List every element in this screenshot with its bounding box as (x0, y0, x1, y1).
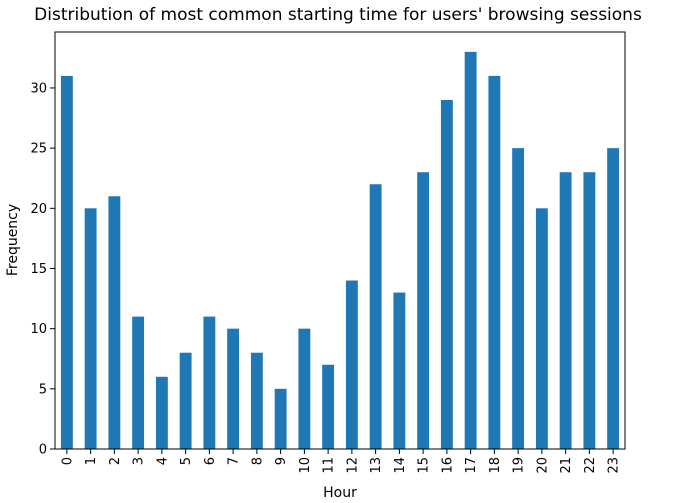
x-tick-label: 0 (60, 457, 75, 465)
chart-title: Distribution of most common starting tim… (34, 5, 642, 25)
y-tick-label: 10 (30, 322, 47, 337)
bar (393, 292, 406, 449)
x-tick-label: 23 (607, 457, 622, 474)
y-tick-label: 0 (39, 443, 47, 458)
x-ticks (66, 449, 614, 454)
bar (132, 316, 145, 449)
bar (607, 148, 620, 449)
bar (440, 99, 453, 450)
x-tick-label: 11 (322, 457, 337, 474)
x-tick-label: 21 (559, 457, 574, 474)
bar (179, 352, 192, 449)
y-tick-label: 20 (30, 202, 47, 217)
x-tick-label: 18 (488, 457, 503, 474)
bar (274, 388, 287, 449)
x-tick-label: 13 (369, 457, 384, 474)
x-tick-label: 4 (155, 457, 170, 465)
bar (512, 148, 525, 449)
x-tick-label: 8 (250, 457, 265, 465)
y-tick-label: 15 (30, 262, 47, 277)
bars (60, 51, 620, 450)
y-tick-labels: 0 5 10 15 20 25 30 (30, 81, 47, 457)
bar (203, 316, 216, 449)
bar (298, 328, 311, 449)
x-tick-label: 9 (274, 457, 289, 465)
x-tick-label: 16 (440, 457, 455, 474)
y-axis-title: Frequency (5, 204, 21, 276)
x-tick-label: 20 (535, 457, 550, 474)
bar (155, 376, 168, 449)
bar (559, 172, 572, 449)
x-tick-label: 15 (417, 457, 432, 474)
bar (417, 172, 430, 449)
y-ticks (50, 87, 55, 450)
bar (535, 208, 548, 449)
y-tick-label: 5 (39, 382, 47, 397)
bar (227, 328, 240, 449)
x-tick-label: 12 (345, 457, 360, 474)
x-tick-label: 10 (298, 457, 313, 474)
bar (108, 196, 121, 449)
x-tick-label: 22 (583, 457, 598, 474)
plot-frame (54, 31, 626, 450)
bar (60, 75, 73, 450)
y-tick-label: 25 (30, 142, 47, 157)
x-tick-label: 1 (84, 457, 99, 465)
y-tick-label: 30 (30, 81, 47, 96)
bar (464, 51, 477, 449)
bar (488, 75, 501, 450)
x-tick-label: 6 (203, 457, 218, 465)
x-tick-label: 17 (464, 457, 479, 474)
x-axis-title: Hour (323, 485, 357, 501)
x-tick-label: 3 (132, 457, 147, 465)
bar (250, 352, 263, 449)
bar (345, 280, 358, 449)
x-tick-label: 7 (227, 457, 242, 465)
bar (322, 364, 335, 449)
bar (84, 208, 97, 449)
bar (583, 172, 596, 449)
x-tick-label: 14 (393, 457, 408, 474)
x-tick-labels: 0 1 2 3 4 5 6 7 8 9 10 11 12 13 14 15 16 17 18 19 20 21 22 23 (60, 457, 621, 474)
bar (369, 184, 382, 449)
x-tick-label: 19 (512, 457, 527, 474)
x-tick-label: 5 (179, 457, 194, 465)
x-tick-label: 2 (108, 457, 123, 465)
